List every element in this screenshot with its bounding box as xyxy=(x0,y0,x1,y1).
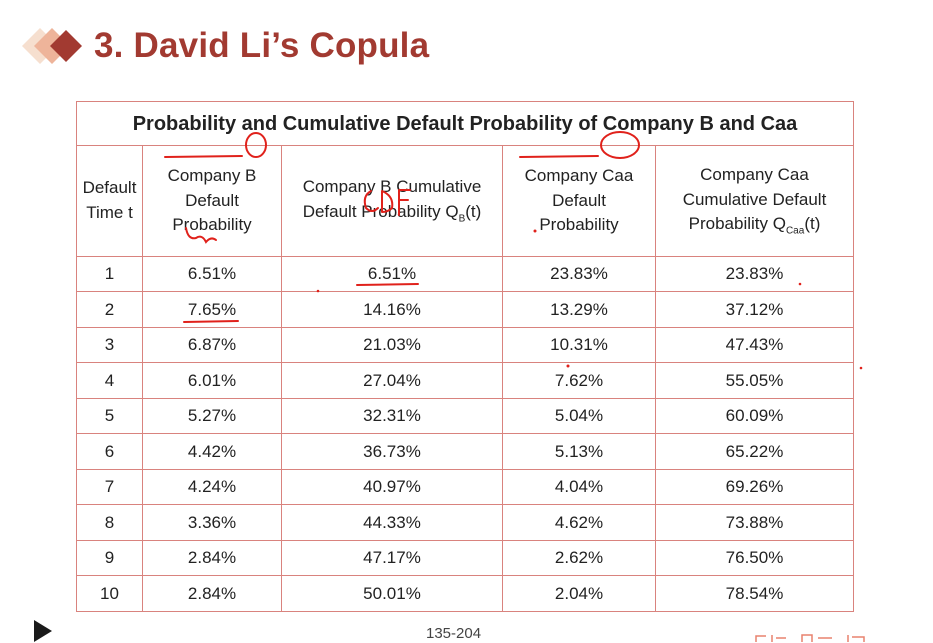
header-company-caa-cumulative: Company Caa Cumulative Default Probabilit… xyxy=(655,145,854,257)
cell-company-caa-cumulative: 69.26% xyxy=(655,468,854,506)
cell-company-b-cumulative: 32.31% xyxy=(281,397,503,435)
header-company-caa-default-probability: Company Caa Default Probability xyxy=(502,145,656,257)
cell-company-caa-cumulative: 65.22% xyxy=(655,433,854,470)
slide-title: 3. David Li’s Copula xyxy=(94,26,430,65)
play-icon[interactable] xyxy=(34,620,52,642)
table-caption: Probability and Cumulative Default Proba… xyxy=(76,100,854,147)
cell-company-caa-cumulative: 73.88% xyxy=(655,504,854,541)
table-row: 6 4.42% 36.73% 5.13% 65.22% xyxy=(76,433,854,470)
cell-company-caa-cumulative: 55.05% xyxy=(655,362,854,399)
cell-company-b-default-probability: 6.87% xyxy=(142,326,282,364)
cell-company-caa-cumulative: 23.83% xyxy=(655,255,854,293)
table-row: 5 5.27% 32.31% 5.04% 60.09% xyxy=(76,397,854,435)
table-row: 1 6.51% 6.51% 23.83% 23.83% xyxy=(76,255,854,293)
cell-company-b-default-probability: 6.01% xyxy=(142,362,282,399)
cell-company-b-cumulative: 27.04% xyxy=(281,362,503,399)
cell-default-time: 10 xyxy=(76,575,143,612)
cell-company-caa-default-probability: 7.62% xyxy=(502,362,656,399)
cell-company-caa-cumulative: 78.54% xyxy=(655,575,854,612)
cell-company-b-cumulative: 6.51% xyxy=(281,255,503,293)
cell-default-time: 2 xyxy=(76,291,143,328)
table-row: 2 7.65% 14.16% 13.29% 37.12% xyxy=(76,291,854,328)
cell-default-time: 3 xyxy=(76,326,143,364)
cell-company-b-default-probability: 5.27% xyxy=(142,397,282,435)
header-default-time: Default Time t xyxy=(76,145,143,257)
table-row: 10 2.84% 50.01% 2.04% 78.54% xyxy=(76,575,854,612)
table-row: 9 2.84% 47.17% 2.62% 76.50% xyxy=(76,539,854,577)
cell-default-time: 5 xyxy=(76,397,143,435)
cell-company-caa-default-probability: 13.29% xyxy=(502,291,656,328)
cell-company-b-cumulative: 21.03% xyxy=(281,326,503,364)
cell-company-b-cumulative: 14.16% xyxy=(281,291,503,328)
watermark-fragment xyxy=(755,634,865,642)
cell-company-b-default-probability: 2.84% xyxy=(142,539,282,577)
cell-company-b-cumulative: 50.01% xyxy=(281,575,503,612)
cell-default-time: 9 xyxy=(76,539,143,577)
cell-default-time: 1 xyxy=(76,255,143,293)
cell-company-b-default-probability: 7.65% xyxy=(142,291,282,328)
cell-company-b-cumulative: 40.97% xyxy=(281,468,503,506)
cell-company-caa-default-probability: 5.04% xyxy=(502,397,656,435)
cell-default-time: 7 xyxy=(76,468,143,506)
cell-company-caa-default-probability: 10.31% xyxy=(502,326,656,364)
cell-company-b-default-probability: 2.84% xyxy=(142,575,282,612)
title-diamond-decoration xyxy=(22,28,82,64)
cell-company-caa-default-probability: 4.04% xyxy=(502,468,656,506)
cell-company-caa-default-probability: 4.62% xyxy=(502,504,656,541)
cell-company-b-default-probability: 3.36% xyxy=(142,504,282,541)
table-row: 3 6.87% 21.03% 10.31% 47.43% xyxy=(76,326,854,364)
cell-company-b-cumulative: 36.73% xyxy=(281,433,503,470)
cell-company-caa-default-probability: 23.83% xyxy=(502,255,656,293)
page-number: 135-204 xyxy=(426,625,482,642)
header-company-b-cumulative: Company B Cumulative Default Probability… xyxy=(281,145,503,257)
cell-company-caa-cumulative: 60.09% xyxy=(655,397,854,435)
cell-company-b-default-probability: 4.24% xyxy=(142,468,282,506)
cell-company-b-cumulative: 47.17% xyxy=(281,539,503,577)
probability-table: Probability and Cumulative Default Proba… xyxy=(76,100,854,612)
table-row: 7 4.24% 40.97% 4.04% 69.26% xyxy=(76,468,854,506)
cell-company-caa-default-probability: 5.13% xyxy=(502,433,656,470)
cell-company-caa-cumulative: 37.12% xyxy=(655,291,854,328)
table-row: 8 3.36% 44.33% 4.62% 73.88% xyxy=(76,504,854,541)
cell-company-b-cumulative: 44.33% xyxy=(281,504,503,541)
cell-default-time: 4 xyxy=(76,362,143,399)
cell-company-caa-cumulative: 47.43% xyxy=(655,326,854,364)
cell-default-time: 8 xyxy=(76,504,143,541)
header-company-b-default-probability: Company B Default Probability xyxy=(142,145,282,257)
cell-company-caa-default-probability: 2.62% xyxy=(502,539,656,577)
cell-company-caa-default-probability: 2.04% xyxy=(502,575,656,612)
cell-company-caa-cumulative: 76.50% xyxy=(655,539,854,577)
cell-default-time: 6 xyxy=(76,433,143,470)
cell-company-b-default-probability: 6.51% xyxy=(142,255,282,293)
table-row: 4 6.01% 27.04% 7.62% 55.05% xyxy=(76,362,854,399)
cell-company-b-default-probability: 4.42% xyxy=(142,433,282,470)
